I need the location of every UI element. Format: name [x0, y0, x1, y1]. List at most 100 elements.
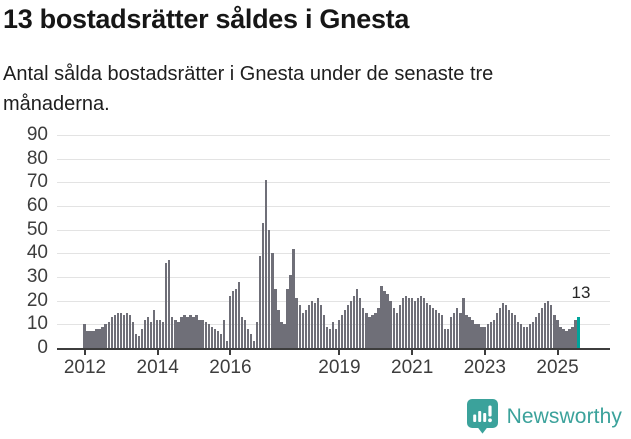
bar — [374, 312, 377, 348]
bar — [395, 312, 398, 348]
bar — [104, 324, 107, 348]
bar — [156, 319, 159, 348]
y-gridline — [57, 229, 610, 231]
bar — [531, 321, 535, 348]
x-axis-tick-label: 2023 — [463, 357, 506, 378]
bar — [386, 293, 389, 348]
bar — [353, 295, 356, 348]
bar — [371, 314, 374, 348]
bar — [574, 319, 577, 348]
bar — [186, 317, 189, 348]
bar — [125, 312, 128, 348]
bar — [283, 324, 286, 348]
y-axis-tick-label: 30 — [26, 266, 48, 287]
bar — [522, 326, 526, 348]
bar — [298, 305, 301, 348]
bar — [289, 274, 292, 348]
bar — [292, 248, 295, 348]
bar — [480, 326, 483, 348]
bar — [183, 314, 186, 348]
bar — [459, 312, 462, 348]
bar — [325, 326, 329, 348]
bar — [162, 321, 165, 348]
bar — [401, 298, 404, 348]
bar — [486, 324, 489, 348]
bar — [347, 305, 350, 348]
bar — [165, 262, 168, 348]
bar — [92, 331, 95, 348]
bar — [307, 305, 310, 348]
x-axis-tick-label: 2014 — [136, 357, 179, 378]
bar — [434, 310, 438, 348]
bar — [544, 303, 547, 348]
bar — [319, 305, 323, 348]
bar — [98, 329, 101, 348]
y-axis-tick-label: 40 — [26, 242, 48, 264]
y-axis-tick-label: 20 — [26, 289, 48, 311]
bar — [404, 295, 407, 348]
bar — [328, 329, 332, 348]
bar — [207, 324, 210, 348]
bar — [146, 317, 150, 348]
bar — [450, 317, 453, 348]
bar — [525, 326, 529, 348]
bar — [234, 288, 238, 348]
bar — [407, 298, 410, 348]
bar — [295, 298, 298, 348]
brand-name: Newsworthy — [506, 404, 622, 428]
bar — [492, 319, 495, 348]
bar — [538, 312, 541, 348]
x-axis-tick — [338, 348, 341, 355]
bar — [128, 314, 132, 348]
bar — [350, 300, 353, 348]
bar — [228, 295, 232, 348]
bar — [474, 324, 477, 348]
bar — [471, 319, 474, 348]
bar — [419, 295, 423, 348]
bar — [204, 321, 207, 348]
bar — [89, 331, 92, 348]
bar — [519, 324, 523, 348]
x-axis-tick — [229, 348, 232, 355]
x-axis-tick-label: 2025 — [536, 357, 579, 378]
bar — [495, 312, 498, 348]
bar — [174, 319, 177, 348]
bar — [462, 298, 465, 348]
bar — [134, 333, 138, 348]
bar — [316, 298, 319, 348]
bar — [277, 310, 280, 348]
bar — [250, 333, 253, 348]
bar — [274, 288, 277, 348]
chart-subtitle: Antal sålda bostadsrätter i Gnesta under… — [3, 63, 494, 115]
y-gridline — [57, 253, 610, 255]
bar — [513, 314, 517, 348]
bar — [380, 286, 383, 348]
bar — [468, 317, 471, 348]
bar — [422, 298, 426, 348]
bar — [398, 305, 401, 348]
bar — [535, 317, 538, 348]
bar — [453, 312, 456, 348]
bar — [262, 222, 265, 348]
y-gridline — [57, 277, 610, 278]
bar — [301, 312, 304, 348]
bar — [280, 321, 283, 348]
bar — [131, 321, 135, 348]
y-gridline — [57, 300, 610, 302]
y-axis-tick-label: 10 — [26, 313, 48, 335]
bar — [137, 336, 141, 348]
bar — [159, 319, 162, 348]
bar — [240, 317, 244, 348]
bar — [344, 310, 347, 348]
bar — [553, 314, 556, 348]
bar — [116, 312, 119, 348]
bar — [168, 260, 171, 348]
bar — [383, 291, 386, 348]
bar — [107, 321, 110, 348]
bar — [565, 331, 568, 348]
bar — [101, 326, 104, 348]
bar — [441, 314, 444, 348]
bar — [198, 319, 201, 348]
bar — [313, 303, 316, 348]
